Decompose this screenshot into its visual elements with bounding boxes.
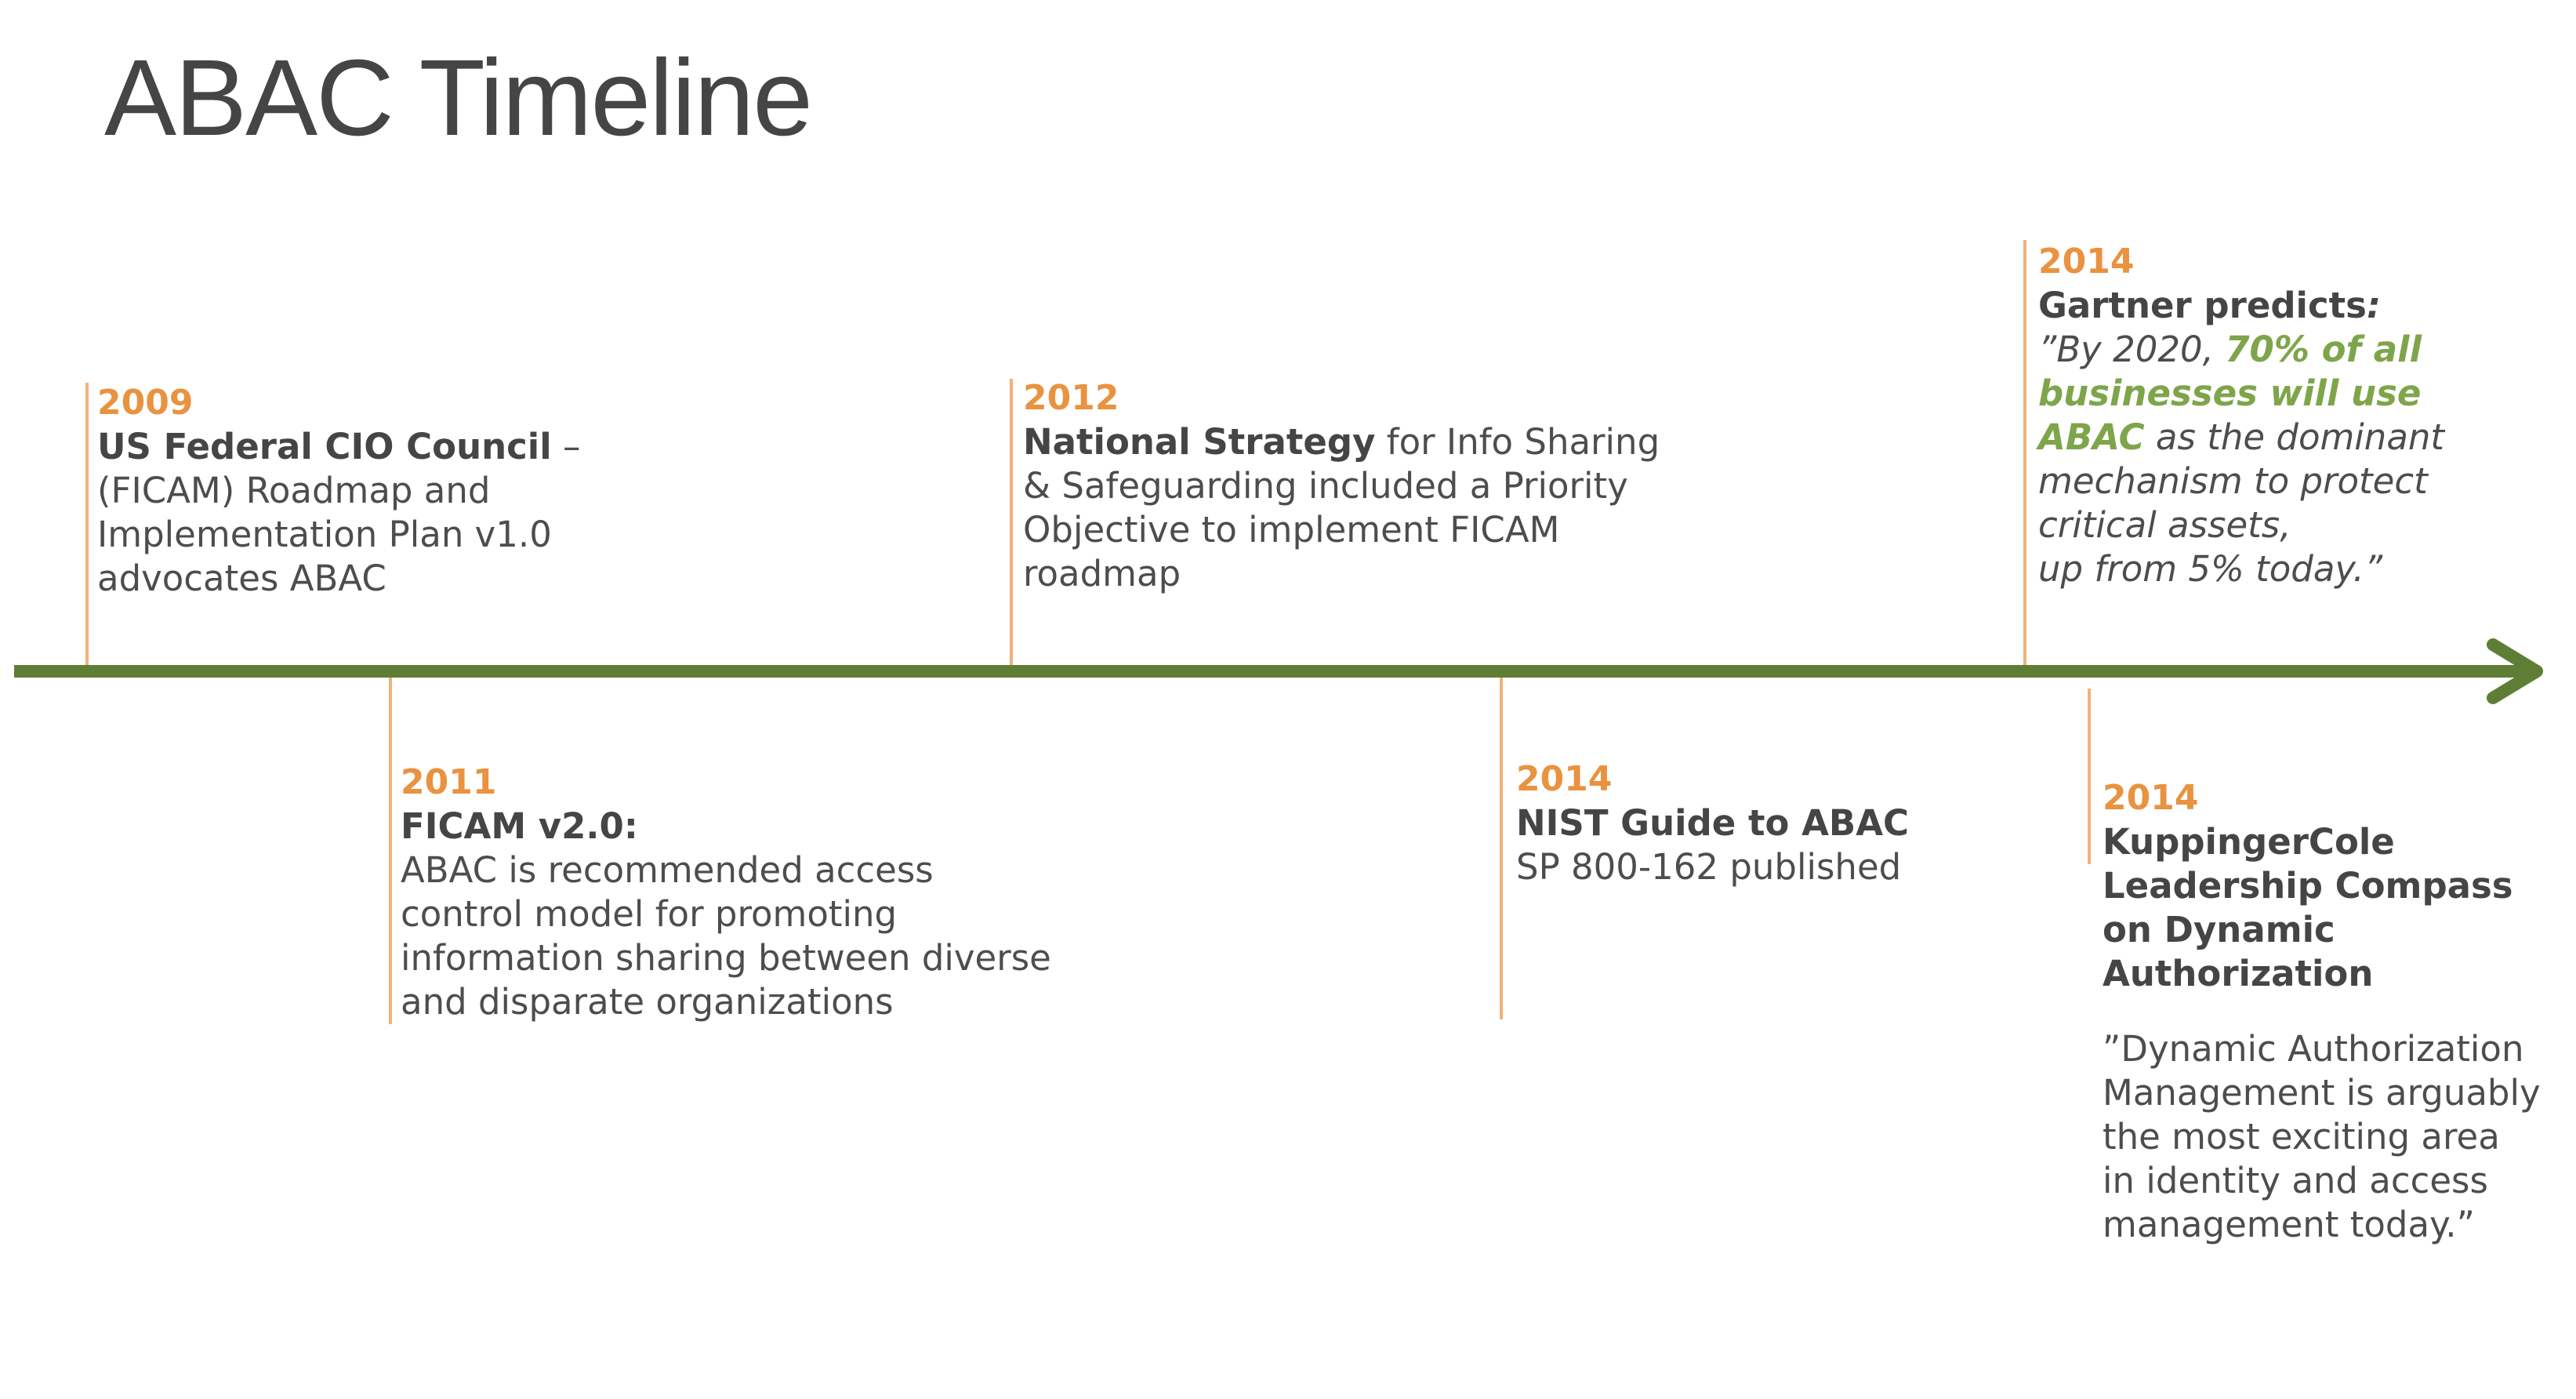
event-line: (FICAM) Roadmap and: [97, 470, 491, 511]
quote-text: critical assets,: [2038, 504, 2291, 546]
quote-text: up from 5% today.”: [2038, 548, 2383, 590]
timeline-arrowhead: [2487, 638, 2543, 704]
event-2009: 2009 US Federal CIO Council – (FICAM) Ro…: [97, 381, 580, 601]
event-year: 2011: [401, 762, 497, 802]
quote-text: in identity and access: [2103, 1160, 2488, 1201]
event-heading: Authorization: [2103, 953, 2374, 994]
quote-text: ”Dynamic Authorization: [2103, 1028, 2524, 1070]
event-line: advocates ABAC: [97, 558, 386, 599]
event-year: 2014: [2103, 778, 2199, 818]
event-line: ABAC is recommended access: [401, 849, 934, 891]
event-heading: National Strategy: [1023, 421, 1376, 463]
event-year: 2009: [97, 383, 194, 423]
quote-text: management today.”: [2103, 1204, 2475, 1245]
slide-title: ABAC Timeline: [104, 38, 813, 158]
event-year: 2014: [2038, 242, 2135, 282]
event-heading-suffix: :: [2366, 285, 2381, 326]
event-line: SP 800-162 published: [1516, 846, 1902, 888]
event-2014-nist: 2014 NIST Guide to ABAC SP 800-162 publi…: [1516, 758, 1909, 889]
quote-highlight: 70% of all: [2225, 329, 2422, 370]
event-line: & Safeguarding included a Priority: [1023, 465, 1628, 507]
event-line: Objective to implement FICAM: [1023, 509, 1560, 551]
quote-text: ”By 2020,: [2038, 329, 2226, 370]
quote-highlight: businesses will use: [2038, 372, 2422, 414]
event-heading: FICAM v2.0:: [401, 805, 638, 847]
event-2014-kuppingercole: 2014 KuppingerCole Leadership Compass on…: [2103, 776, 2541, 1247]
event-heading: on Dynamic: [2103, 909, 2335, 950]
event-heading: Gartner predicts: [2038, 285, 2367, 326]
quote-text: Management is arguably: [2103, 1072, 2541, 1114]
event-line: control model for promoting: [401, 893, 898, 935]
event-line: roadmap: [1023, 553, 1181, 594]
event-heading: NIST Guide to ABAC: [1516, 802, 1910, 844]
event-heading: KuppingerCole: [2103, 821, 2395, 863]
event-year: 2014: [1516, 759, 1613, 799]
quote-text: the most exciting area: [2103, 1116, 2500, 1157]
event-2011: 2011 FICAM v2.0: ABAC is recommended acc…: [401, 761, 1051, 1024]
event-year: 2012: [1023, 378, 1119, 418]
event-heading: US Federal CIO Council: [97, 426, 552, 467]
event-line: Implementation Plan v1.0: [97, 514, 552, 555]
quote-text: mechanism to protect: [2038, 460, 2428, 502]
event-2014-gartner: 2014 Gartner predicts: ”By 2020, 70% of …: [2038, 240, 2444, 591]
event-line: information sharing between diverse: [401, 937, 1051, 979]
event-heading-suffix: for Info Sharing: [1375, 421, 1660, 463]
event-2012: 2012 National Strategy for Info Sharing …: [1023, 376, 1660, 596]
quote-highlight: ABAC: [2038, 416, 2145, 458]
event-line: and disparate organizations: [401, 981, 894, 1023]
event-heading: Leadership Compass: [2103, 865, 2513, 907]
event-quote: ”Dynamic Authorization Management is arg…: [2103, 1027, 2541, 1247]
event-heading-suffix: –: [551, 426, 581, 467]
quote-text: as the dominant: [2144, 416, 2445, 458]
